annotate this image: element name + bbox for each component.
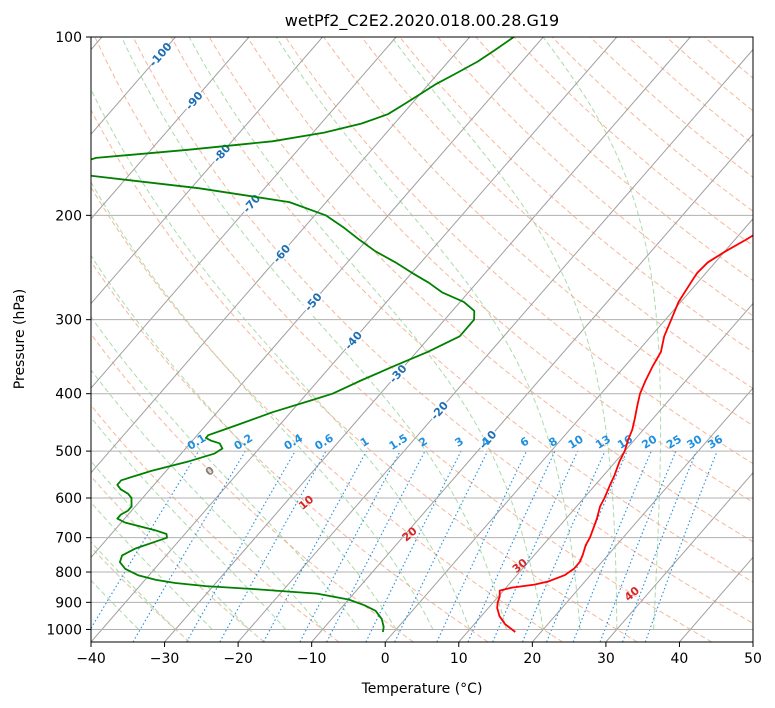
x-tick-label: 40 bbox=[671, 651, 689, 667]
isotherm bbox=[91, 37, 250, 220]
dry-adiabat bbox=[246, 37, 753, 503]
dewpoint-line bbox=[91, 37, 515, 633]
mixing-ratio-line bbox=[91, 450, 199, 630]
mixing-ratio-line bbox=[492, 450, 579, 642]
isotherm bbox=[311, 133, 753, 642]
y-tick-label: 1000 bbox=[46, 622, 82, 638]
y-axis-ticks: 100 200 300 400 500 600 700 800 900 1000 bbox=[46, 30, 91, 638]
mixing-ratio-line bbox=[219, 450, 327, 642]
mixing-ratio-line bbox=[599, 450, 677, 642]
y-tick-label: 400 bbox=[55, 387, 82, 403]
mixing-ratio-line bbox=[299, 450, 401, 642]
dry-adiabat bbox=[91, 404, 340, 642]
mixing-ratio-lines bbox=[91, 450, 718, 642]
isotherm bbox=[384, 218, 753, 642]
y-tick-label: 700 bbox=[55, 531, 82, 547]
mixing-ratio-line bbox=[644, 450, 718, 642]
mixing-ratio-line bbox=[521, 450, 606, 642]
x-tick-label: −20 bbox=[223, 651, 253, 667]
mixing-ratio-line bbox=[263, 450, 368, 642]
x-axis-label: Temperature (°C) bbox=[361, 681, 483, 697]
isotherm bbox=[164, 37, 691, 642]
mixing-ratio-line bbox=[572, 450, 652, 642]
isotherm-label-bg bbox=[182, 88, 206, 113]
moist-adiabat bbox=[91, 369, 323, 630]
y-tick-label: 500 bbox=[55, 444, 82, 460]
isotherm bbox=[91, 37, 471, 474]
pressure-gridlines bbox=[91, 37, 753, 630]
dry-adiabat bbox=[91, 260, 489, 642]
plot-frame bbox=[90, 36, 754, 643]
moist-adiabat bbox=[391, 37, 618, 630]
x-tick-label: 20 bbox=[523, 651, 541, 667]
y-tick-label: 600 bbox=[55, 491, 82, 507]
moist-adiabat bbox=[91, 501, 213, 630]
isotherm bbox=[458, 302, 753, 642]
x-tick-label: −40 bbox=[76, 651, 106, 667]
isotherm bbox=[237, 48, 753, 642]
y-tick-label: 100 bbox=[55, 30, 82, 46]
isotherm bbox=[531, 387, 753, 642]
dry-adiabat bbox=[170, 37, 753, 583]
mixing-ratio-line bbox=[622, 450, 697, 642]
isotherm bbox=[605, 471, 753, 642]
moist-adiabat bbox=[91, 416, 287, 630]
x-tick-label: 50 bbox=[744, 651, 762, 667]
moist-adiabats bbox=[91, 37, 662, 630]
isotherm-label-bg bbox=[386, 362, 410, 386]
isotherm-label-bg bbox=[476, 427, 500, 452]
isotherm bbox=[91, 37, 323, 305]
x-tick-label: 0 bbox=[381, 651, 390, 667]
y-axis-label: Pressure (hPa) bbox=[12, 289, 28, 389]
isotherm bbox=[91, 37, 544, 559]
y-tick-label: 300 bbox=[55, 313, 82, 329]
dry-adiabat bbox=[437, 37, 753, 317]
isotherm-label-bg bbox=[210, 141, 234, 166]
x-tick-label: −30 bbox=[150, 651, 180, 667]
moist-adiabat bbox=[91, 541, 176, 630]
isotherm-label-bg bbox=[270, 241, 294, 266]
x-axis-ticks: −40 −30 −20 −10 0 10 20 30 40 50 bbox=[76, 642, 762, 667]
moist-adiabat bbox=[91, 181, 434, 630]
x-tick-label: 30 bbox=[597, 651, 615, 667]
moist-adiabat bbox=[542, 37, 662, 630]
dry-adiabat bbox=[132, 37, 753, 624]
isotherm-label-bg bbox=[342, 328, 365, 353]
moist-adiabat bbox=[91, 460, 250, 630]
moist-adiabat bbox=[275, 37, 581, 630]
moist-adiabat bbox=[91, 315, 360, 630]
x-tick-label: −10 bbox=[297, 651, 327, 667]
y-tick-label: 900 bbox=[55, 595, 82, 611]
moist-adiabat bbox=[188, 37, 544, 630]
y-tick-label: 200 bbox=[55, 208, 82, 224]
temperature-line bbox=[496, 234, 753, 633]
chart-title: wetPf2_C2E2.2020.018.00.28.G19 bbox=[285, 11, 559, 31]
mixing-ratio-line bbox=[365, 450, 462, 642]
moist-adiabat bbox=[91, 254, 397, 630]
isotherm-label-bg bbox=[428, 398, 452, 423]
dry-adiabat bbox=[91, 475, 265, 642]
moist-adiabat bbox=[121, 37, 507, 630]
isotherm-label-bg bbox=[149, 42, 173, 67]
sounding-series bbox=[91, 37, 753, 633]
isotherm bbox=[91, 37, 397, 389]
moist-adiabat bbox=[91, 579, 140, 630]
dry-adiabat bbox=[323, 37, 753, 427]
x-tick-label: 10 bbox=[450, 651, 468, 667]
isotherm-label-bg bbox=[302, 290, 325, 315]
y-tick-label: 800 bbox=[55, 565, 82, 581]
